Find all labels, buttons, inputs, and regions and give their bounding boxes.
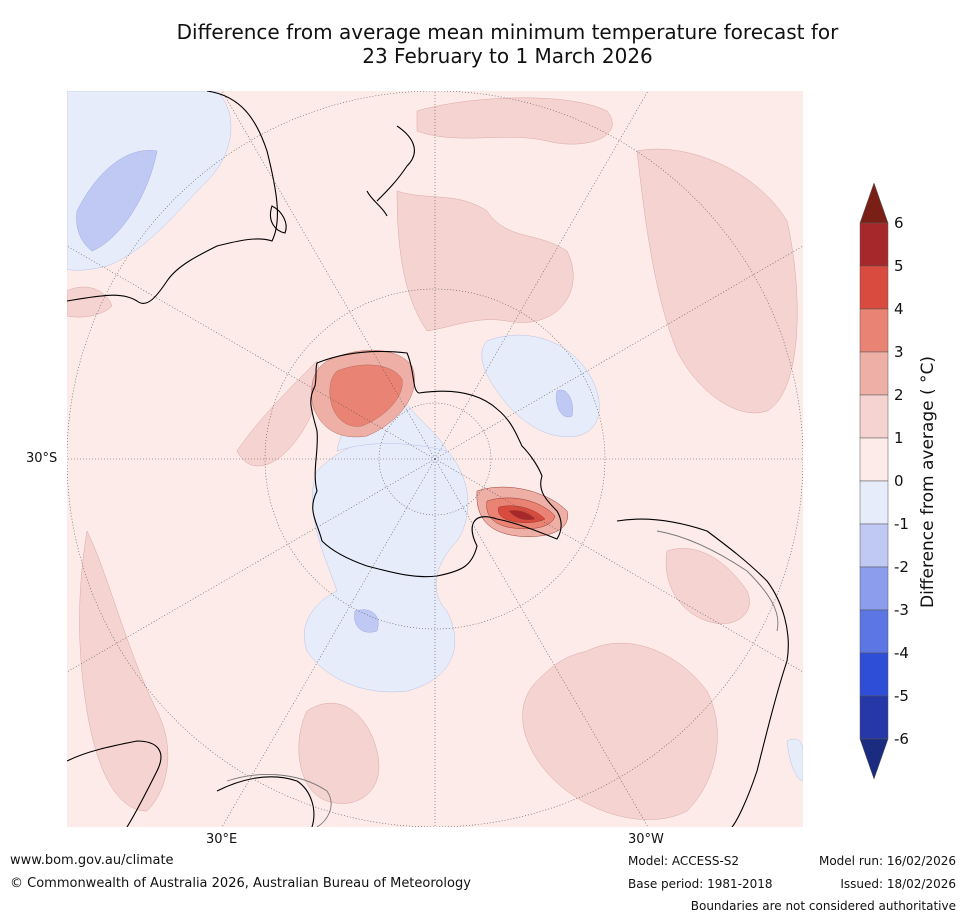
new-zealand-north (376, 125, 415, 202)
colorbar-tick-label: 2 (894, 386, 904, 404)
colorbar-tick-label: -4 (894, 644, 909, 662)
anomaly-warm-hotspot-1 (311, 350, 415, 438)
colorbar-band-2to3 (859, 351, 889, 396)
anomaly-m2tom1-layer (76, 150, 573, 633)
colorbar-band-0to1 (859, 437, 889, 482)
colorbar-extend-high (859, 182, 889, 224)
colorbar-band-m1to0 (859, 480, 889, 525)
graticule (67, 91, 803, 827)
colorbar-tick-label: 3 (894, 343, 904, 361)
colorbar-band-1to2 (859, 394, 889, 439)
colorbar-tick-label: 5 (894, 257, 904, 275)
colorbar-band-m2tom1 (859, 523, 889, 568)
colorbar-tick-label: -1 (894, 515, 909, 533)
colorbar-tick-label: -3 (894, 601, 909, 619)
south-america-coastline (616, 518, 789, 827)
colorbar-band-4to5 (859, 265, 889, 310)
new-zealand-south (366, 190, 388, 217)
colorbar-band-m6tom5 (859, 695, 889, 740)
colorbar-tick-label: 1 (894, 429, 904, 447)
lon-label-30w: 30°W (628, 832, 664, 847)
south-america-inner-border (656, 530, 779, 632)
australia-coastline (67, 91, 278, 304)
tasmania-coastline (269, 205, 287, 234)
southern-africa-tip (216, 776, 315, 827)
africa-coastline (67, 740, 162, 827)
lon-label-30e: 30°E (206, 832, 238, 847)
colorbar-tick-label: -5 (894, 687, 909, 705)
colorbar: 6 5 4 3 2 1 0 -1 -2 -3 -4 -5 -6 (859, 182, 909, 780)
footer-disclaimer: Boundaries are not considered authoritat… (690, 899, 956, 913)
colorbar-title: Difference from average ( °C) (918, 355, 938, 609)
title-line-2: 23 February to 1 March 2026 (362, 44, 653, 68)
title-line-1: Difference from average mean minimum tem… (176, 20, 839, 44)
footer-model-run: Model run: 16/02/2026 (818, 854, 956, 868)
forecast-map (67, 91, 803, 827)
colorbar-extend-low (859, 738, 889, 780)
colorbar-tick-label: 0 (894, 472, 904, 490)
colorbar-band-3to4 (859, 308, 889, 353)
footer-issued: Issued: 18/02/2026 (840, 877, 956, 891)
africa-inner-border (226, 774, 332, 827)
colorbar-tick-label: 4 (894, 300, 904, 318)
footer-copyright: © Commonwealth of Australia 2026, Austra… (10, 876, 471, 891)
footer-model: Model: ACCESS-S2 (628, 854, 740, 868)
antarctica-coastline (310, 350, 562, 578)
colorbar-band-5to6 (859, 222, 889, 267)
colorbar-tick-label: 6 (894, 214, 904, 232)
colorbar-band-m5tom4 (859, 652, 889, 697)
colorbar-tick-label: -2 (894, 558, 909, 576)
coastlines (67, 91, 789, 827)
colorbar-tick-label: -6 (894, 730, 909, 748)
footer-base-period: Base period: 1981-2018 (628, 877, 773, 891)
anomaly-1to2-layer (67, 97, 798, 820)
colorbar-band-m3tom2 (859, 566, 889, 611)
colorbar-band-m4tom3 (859, 609, 889, 654)
chart-title: Difference from average mean minimum tem… (60, 20, 955, 68)
footer-website: www.bom.gov.au/climate (10, 853, 174, 868)
lat-label-30s: 30°S (26, 451, 58, 466)
